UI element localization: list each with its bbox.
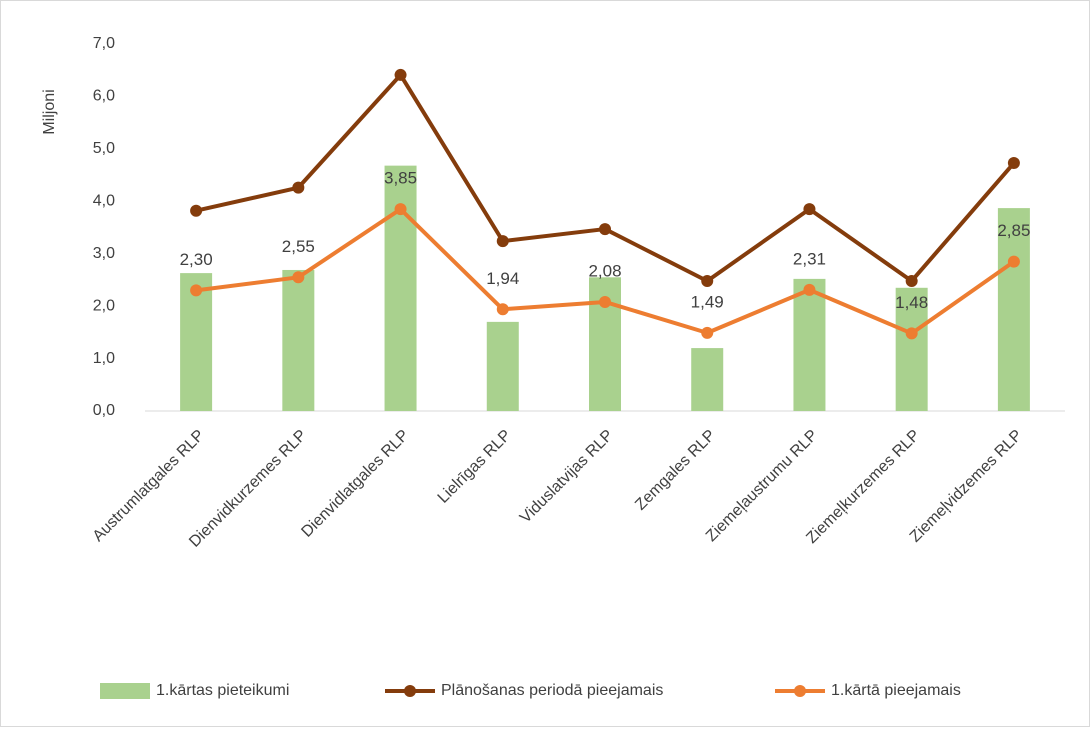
bar — [384, 165, 417, 411]
marker — [701, 274, 714, 287]
data-label: 2,31 — [793, 249, 826, 268]
y-axis-label: Miljoni — [41, 89, 58, 134]
y-tick-label: 0,0 — [93, 402, 115, 419]
bar — [282, 269, 315, 411]
marker — [496, 303, 509, 316]
data-label: 1,49 — [691, 292, 724, 311]
y-tick-label: 5,0 — [93, 140, 115, 157]
marker — [803, 203, 816, 216]
bar — [793, 278, 826, 411]
marker — [905, 274, 918, 287]
marker — [599, 295, 611, 308]
y-tick-label: 2,0 — [93, 297, 115, 314]
marker — [905, 327, 918, 340]
data-label: 3,85 — [384, 169, 417, 188]
legend-label: 1.kārtā pieejamais — [831, 682, 961, 699]
marker — [1007, 157, 1020, 170]
marker — [190, 204, 203, 217]
marker — [292, 181, 305, 194]
marker — [394, 68, 407, 81]
bar — [997, 208, 1030, 411]
legend-label: 1.kārtas pieteikumi — [156, 682, 289, 699]
bar — [486, 321, 519, 411]
legend-marker — [794, 685, 806, 697]
y-tick-label: 4,0 — [93, 193, 115, 210]
marker — [803, 283, 816, 296]
bar — [691, 348, 724, 411]
y-tick-label: 3,0 — [93, 245, 115, 262]
data-label: 2,08 — [588, 261, 621, 280]
data-label: 2,55 — [282, 237, 315, 256]
marker — [292, 271, 305, 284]
data-label: 2,85 — [997, 221, 1030, 240]
marker — [1007, 255, 1020, 268]
y-tick-label: 7,0 — [93, 35, 115, 52]
marker — [701, 326, 714, 339]
bar — [895, 287, 928, 411]
y-tick-label: 1,0 — [93, 350, 115, 367]
legend-marker — [404, 685, 416, 697]
data-label: 1,94 — [486, 269, 519, 288]
data-label: 2,30 — [180, 250, 213, 269]
data-label: 1,48 — [895, 293, 928, 312]
marker — [496, 235, 509, 248]
legend-swatch — [100, 683, 150, 699]
marker — [190, 284, 203, 297]
marker — [394, 203, 407, 216]
y-tick-label: 6,0 — [93, 88, 115, 105]
legend-label: Plānošanas periodā pieejamais — [441, 682, 663, 699]
marker — [599, 223, 611, 236]
